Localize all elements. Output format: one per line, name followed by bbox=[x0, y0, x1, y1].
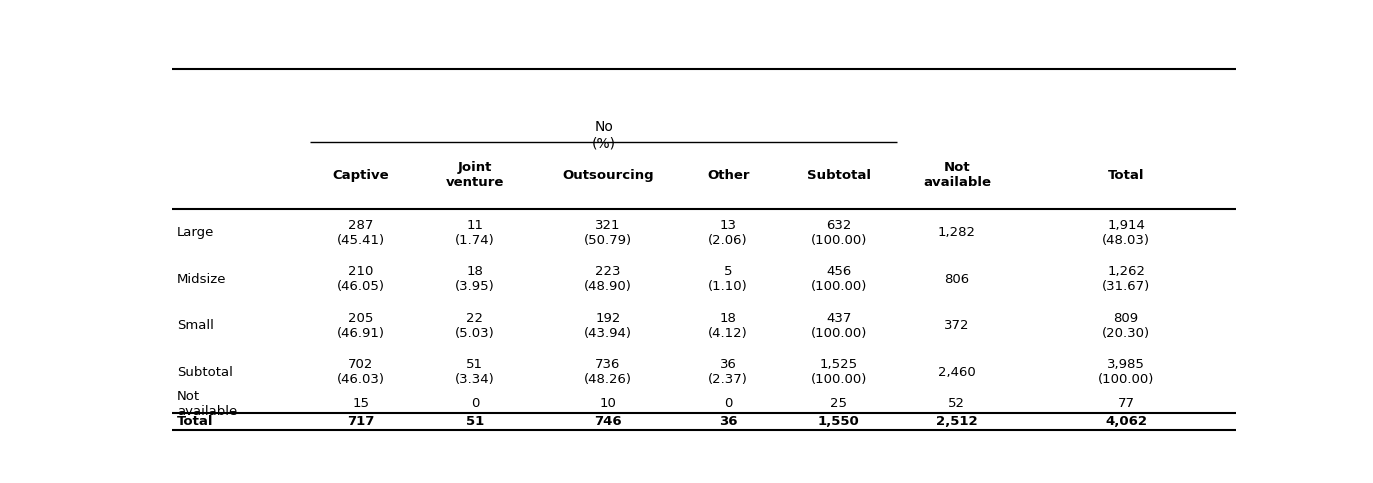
Text: Large: Large bbox=[177, 226, 214, 239]
Text: 287
(45.41): 287 (45.41) bbox=[336, 219, 384, 247]
Text: 736
(48.26): 736 (48.26) bbox=[584, 358, 632, 386]
Text: 1,914
(48.03): 1,914 (48.03) bbox=[1103, 219, 1151, 247]
Text: Midsize: Midsize bbox=[177, 273, 227, 286]
Text: 51: 51 bbox=[465, 415, 485, 428]
Text: Other: Other bbox=[707, 169, 750, 182]
Text: Subtotal: Subtotal bbox=[177, 366, 233, 379]
Text: No
(%): No (%) bbox=[592, 120, 615, 150]
Text: 1,282: 1,282 bbox=[938, 226, 976, 239]
Text: 4,062: 4,062 bbox=[1105, 415, 1146, 428]
Text: 717: 717 bbox=[347, 415, 375, 428]
Text: 22
(5.03): 22 (5.03) bbox=[454, 312, 494, 340]
Text: 223
(48.90): 223 (48.90) bbox=[584, 265, 632, 293]
Text: 1,550: 1,550 bbox=[818, 415, 859, 428]
Text: Not
available: Not available bbox=[923, 161, 991, 189]
Text: 3,985
(100.00): 3,985 (100.00) bbox=[1098, 358, 1155, 386]
Text: 0: 0 bbox=[724, 398, 732, 411]
Text: Captive: Captive bbox=[332, 169, 390, 182]
Text: 2,512: 2,512 bbox=[936, 415, 978, 428]
Text: 51
(3.34): 51 (3.34) bbox=[454, 358, 494, 386]
Text: 809
(20.30): 809 (20.30) bbox=[1103, 312, 1151, 340]
Text: 0: 0 bbox=[471, 398, 479, 411]
Text: 52: 52 bbox=[949, 398, 965, 411]
Text: 25: 25 bbox=[831, 398, 847, 411]
Text: 2,460: 2,460 bbox=[938, 366, 976, 379]
Text: 1,525
(100.00): 1,525 (100.00) bbox=[810, 358, 866, 386]
Text: 456
(100.00): 456 (100.00) bbox=[810, 265, 866, 293]
Text: 10: 10 bbox=[600, 398, 616, 411]
Text: 210
(46.05): 210 (46.05) bbox=[336, 265, 384, 293]
Text: 11
(1.74): 11 (1.74) bbox=[454, 219, 494, 247]
Text: 36
(2.37): 36 (2.37) bbox=[708, 358, 748, 386]
Text: 372: 372 bbox=[945, 319, 969, 332]
Text: 192
(43.94): 192 (43.94) bbox=[584, 312, 632, 340]
Text: 205
(46.91): 205 (46.91) bbox=[336, 312, 384, 340]
Text: 15: 15 bbox=[353, 398, 369, 411]
Text: 1,262
(31.67): 1,262 (31.67) bbox=[1103, 265, 1151, 293]
Text: 702
(46.03): 702 (46.03) bbox=[336, 358, 384, 386]
Text: 437
(100.00): 437 (100.00) bbox=[810, 312, 866, 340]
Text: 77: 77 bbox=[1118, 398, 1134, 411]
Text: 5
(1.10): 5 (1.10) bbox=[708, 265, 748, 293]
Text: Not
available: Not available bbox=[177, 390, 238, 418]
Text: Joint
venture: Joint venture bbox=[446, 161, 504, 189]
Text: 632
(100.00): 632 (100.00) bbox=[810, 219, 866, 247]
Text: 36: 36 bbox=[719, 415, 737, 428]
Text: 18
(4.12): 18 (4.12) bbox=[708, 312, 748, 340]
Text: Small: Small bbox=[177, 319, 214, 332]
Text: 806: 806 bbox=[945, 273, 969, 286]
Text: 746: 746 bbox=[595, 415, 622, 428]
Text: Subtotal: Subtotal bbox=[807, 169, 870, 182]
Text: 321
(50.79): 321 (50.79) bbox=[584, 219, 632, 247]
Text: Total: Total bbox=[177, 415, 213, 428]
Text: Outsourcing: Outsourcing bbox=[562, 169, 654, 182]
Text: Total: Total bbox=[1108, 169, 1144, 182]
Text: 13
(2.06): 13 (2.06) bbox=[708, 219, 748, 247]
Text: 18
(3.95): 18 (3.95) bbox=[454, 265, 494, 293]
